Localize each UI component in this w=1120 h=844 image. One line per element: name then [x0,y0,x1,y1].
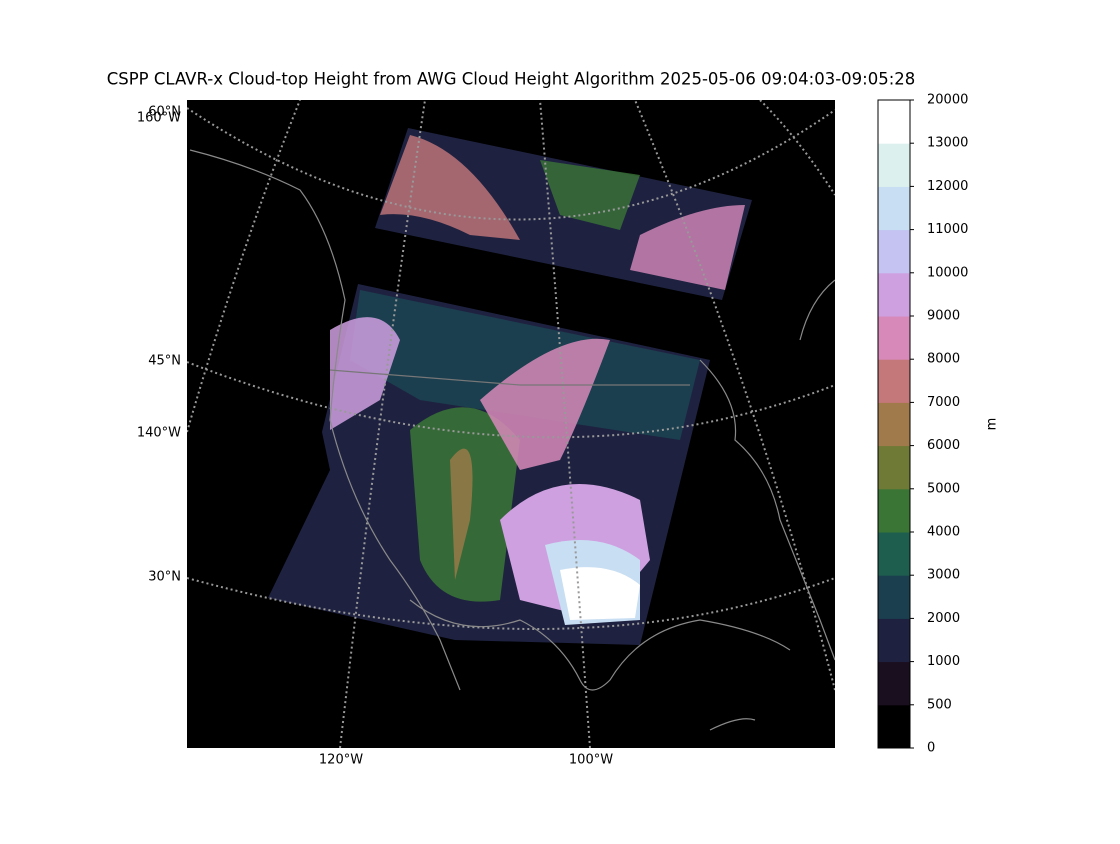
colorbar-tick-label: 6000 [927,438,960,453]
lon-label: 120°W [319,753,363,768]
colorbar-tick-label: 12000 [927,179,968,194]
colorbar-tick-label: 10000 [927,265,968,280]
colorbar: m 0 500 1000 2000 3000 4000 5000 6000 7000 8000 90… [877,93,1000,756]
cloud [330,317,400,430]
colorbar-segment [878,532,910,576]
meridian [339,100,426,748]
lon-label: 160°W [137,111,181,126]
lon-label: 140°W [137,426,181,441]
colorbar-segment [878,704,910,749]
lat-label: 45°N [148,354,181,369]
colorbar-label: m [985,418,1000,431]
cloud [630,205,745,290]
colorbar-tick-label: 13000 [927,136,968,151]
colorbar-tick-label: 8000 [927,352,960,367]
colorbar-tick-label: 0 [927,741,935,756]
meridian [539,100,591,748]
cloud [350,290,700,440]
colorbar-frame [877,99,911,749]
colorbar-segment [878,316,910,360]
colorbar-segment [878,575,910,619]
colorbar-tick-label: 20000 [927,93,968,108]
colorbar-tick-label: 2000 [927,611,960,626]
lat-label: 30°N [148,570,181,585]
colorbar-segment [878,186,910,231]
title: CSPP CLAVR-x Cloud-top Height from AWG C… [107,70,916,89]
colorbar-tick-label: 4000 [927,525,960,540]
cloud [540,160,640,230]
colorbar-segment [878,143,910,187]
parallel [187,107,835,221]
meridian [634,100,835,691]
colorbar-tick-label: 1000 [927,654,960,669]
lat-label: 60°N [148,105,181,120]
colorbar-segment [878,402,910,447]
colorbar-segment [878,488,910,533]
colorbar-tick-label: 3000 [927,568,960,583]
colorbar-tick-label: 11000 [927,222,968,237]
colorbar-segment [878,445,910,490]
colorbar-tick-label: 5000 [927,481,960,496]
colorbar-tick-label: 500 [927,697,952,712]
parallel [187,577,835,630]
cloud [450,448,473,580]
map: 60°N 160°W 45°N 140°W 30°N 120°W 100°W [137,100,835,768]
colorbar-segment [878,272,910,317]
border [329,369,690,386]
colorbar-tick-label: 7000 [927,395,960,410]
colorbar-segment [878,661,910,706]
colorbar-segment [878,229,910,274]
colorbar-segment [878,359,910,403]
colorbar-segment [878,618,910,663]
colorbar-segment [878,100,910,144]
lon-label: 100°W [569,753,613,768]
colorbar-tick-label: 9000 [927,309,960,324]
